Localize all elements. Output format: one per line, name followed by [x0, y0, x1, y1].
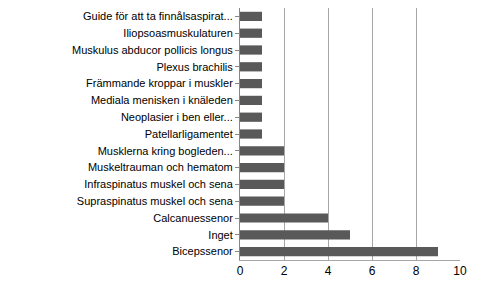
svg-text:Musklerna kring bogleden...: Musklerna kring bogleden... [98, 145, 233, 157]
svg-text:10: 10 [453, 264, 467, 278]
svg-text:Calcanuessenor: Calcanuessenor [153, 212, 233, 224]
svg-text:Mediala menisken i knäleden: Mediala menisken i knäleden [91, 94, 233, 106]
svg-text:Infraspinatus muskel och sena: Infraspinatus muskel och sena [84, 178, 233, 190]
svg-text:0: 0 [237, 264, 244, 278]
svg-text:Iliopsoasmuskulaturen: Iliopsoasmuskulaturen [123, 27, 232, 39]
svg-text:Inget: Inget [208, 229, 232, 241]
svg-text:2: 2 [281, 264, 288, 278]
svg-text:Patellarligamentet: Patellarligamentet [145, 128, 233, 140]
svg-text:Neoplasier i ben eller...: Neoplasier i ben eller... [121, 111, 233, 123]
svg-text:6: 6 [369, 264, 376, 278]
svg-text:Supraspinatus muskel och sena: Supraspinatus muskel och sena [77, 195, 234, 207]
svg-text:Muskeltrauman och hematom: Muskeltrauman och hematom [88, 161, 233, 173]
svg-text:Främmande kroppar i muskler: Främmande kroppar i muskler [86, 77, 233, 89]
svg-text:Muskulus abducor pollicis long: Muskulus abducor pollicis longus [72, 44, 233, 56]
svg-text:Bicepssenor: Bicepssenor [172, 245, 233, 257]
svg-text:Guide för att ta finnålsaspira: Guide för att ta finnålsaspirat... [83, 10, 233, 22]
svg-text:4: 4 [325, 264, 332, 278]
svg-text:Plexus brachilis: Plexus brachilis [156, 61, 233, 73]
svg-text:8: 8 [413, 264, 420, 278]
